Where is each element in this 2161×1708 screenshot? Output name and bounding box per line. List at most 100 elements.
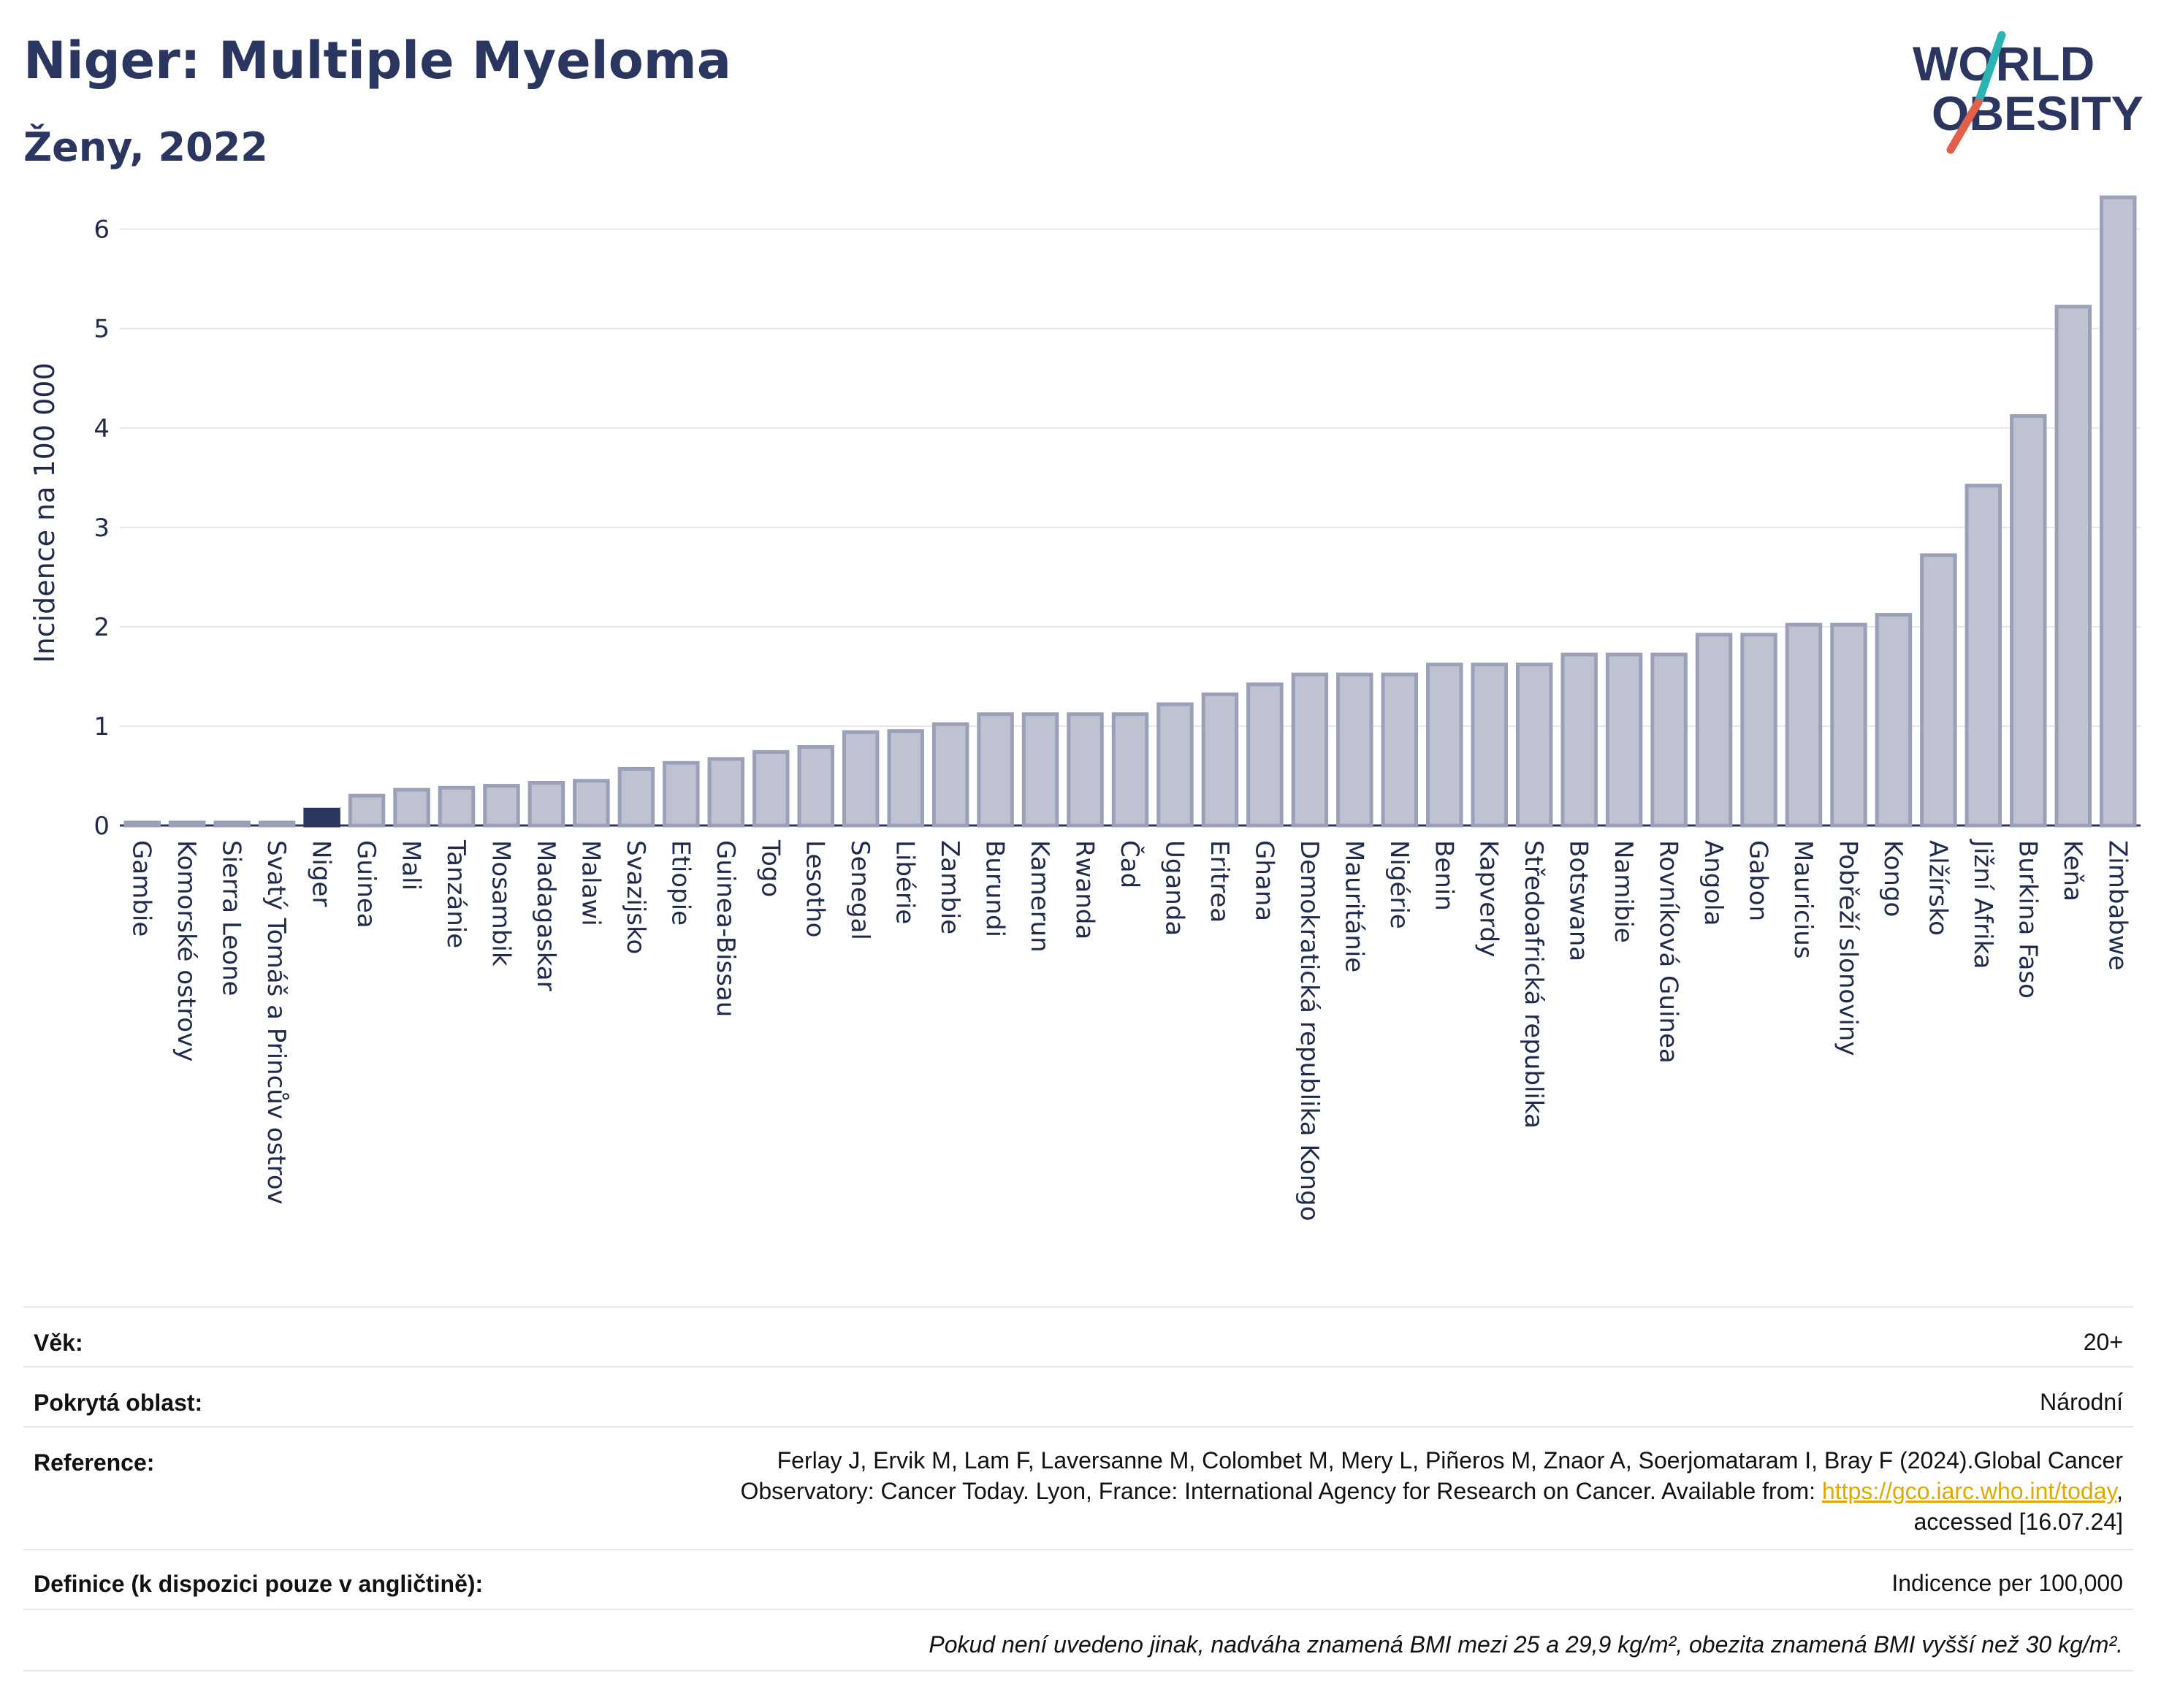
area-value: Národní [2040, 1389, 2123, 1415]
bar-33 [1605, 652, 1643, 828]
x-tick-label: Etiopie [666, 840, 695, 926]
x-tick-label: Gabon [1744, 840, 1773, 921]
y-tick-label: 4 [94, 414, 110, 443]
y-tick-label: 5 [94, 315, 110, 344]
bar-36 [1740, 633, 1777, 828]
bar-13 [707, 757, 745, 828]
bar-35 [1695, 633, 1733, 828]
x-tick-label: Niger [307, 840, 336, 907]
bar-27 [1336, 672, 1373, 828]
bar-40 [1920, 553, 1957, 828]
bar-23 [1156, 702, 1194, 828]
bar-18 [931, 722, 969, 828]
bar-37 [1785, 622, 1823, 828]
x-tick-label: Namibie [1609, 840, 1638, 943]
bar-0 [123, 820, 161, 828]
y-tick-label: 3 [94, 514, 110, 543]
bar-22 [1111, 712, 1149, 828]
x-tick-label: Nigérie [1384, 840, 1414, 929]
x-tick-label: Kapverdy [1474, 840, 1503, 957]
info-row-reference: Reference: Ferlay J, Ervik M, Lam F, Lav… [23, 1426, 2133, 1550]
x-tick-label: Benin [1429, 840, 1458, 911]
bar-19 [977, 712, 1014, 828]
x-tick-label: Guinea-Bissau [711, 840, 740, 1017]
bar-44 [2100, 195, 2137, 828]
x-tick-label: Pobřeží slonoviny [1833, 840, 1862, 1056]
x-tick-label: Mali [397, 840, 426, 891]
reference-line-2-suffix: , [2116, 1478, 2123, 1504]
x-tick-label: Ghana [1249, 840, 1278, 921]
y-tick-label: 2 [94, 613, 110, 642]
bar-29 [1426, 663, 1463, 828]
bar-7 [438, 785, 476, 828]
info-table: Věk: 20+ Pokrytá oblast: Národní Referen… [23, 1306, 2133, 1671]
reference-link[interactable]: https://gco.iarc.who.int/today [1821, 1478, 2117, 1504]
reference-label: Reference: [34, 1449, 155, 1476]
chart-subtitle: Ženy, 2022 [23, 124, 268, 170]
bars [123, 195, 2137, 828]
x-tick-label: Kongo [1878, 840, 1907, 917]
bar-41 [1964, 484, 2002, 828]
x-tick-label: Togo [755, 839, 785, 897]
logo-slash-red [1946, 98, 1983, 154]
bar-21 [1067, 712, 1104, 828]
y-tick-label: 6 [94, 216, 110, 245]
bar-3 [258, 820, 296, 828]
bar-17 [887, 729, 924, 828]
x-tick-label: Rovníková Guinea [1654, 840, 1683, 1064]
info-row-age: Věk: 20+ [23, 1306, 2133, 1368]
bar-20 [1021, 712, 1059, 828]
definition-label: Definice (k dispozici pouze v angličtině… [34, 1571, 484, 1597]
x-tick-label: Malawi [576, 840, 605, 926]
y-tick-label: 0 [94, 812, 110, 841]
reference-line-1: Ferlay J, Ervik M, Lam F, Laversanne M, … [777, 1447, 2123, 1473]
x-tick-label: Mauricius [1788, 840, 1818, 959]
bar-1 [168, 820, 206, 828]
logo-line1: WORLD [1913, 37, 2095, 91]
x-tick-label: Demokratická republika Kongo [1295, 840, 1324, 1221]
chart-title: Niger: Multiple Myeloma [23, 31, 731, 91]
bar-5 [348, 793, 386, 828]
x-tick-label: Komorské ostrovy [172, 840, 201, 1061]
x-tick-label: Guinea [351, 840, 381, 929]
reference-line-3: accessed [16.07.24] [1913, 1509, 2123, 1535]
bar-42 [2010, 413, 2047, 828]
x-tick-label: Rwanda [1070, 840, 1099, 939]
bar-24 [1201, 692, 1239, 828]
x-tick-label: Mauritánie [1339, 840, 1368, 972]
bar-10 [573, 779, 610, 828]
bar-11 [617, 766, 655, 828]
bar-16 [842, 730, 880, 828]
bar-34 [1650, 652, 1688, 828]
bar-43 [2054, 305, 2092, 828]
bar-9 [527, 780, 565, 828]
area-label: Pokrytá oblast: [34, 1389, 203, 1416]
x-tick-label: Alžírsko [1923, 840, 1952, 936]
reference-line-2-prefix: Observatory: Cancer Today. Lyon, France:… [740, 1478, 1822, 1504]
x-tick-label: Svazijsko [621, 840, 650, 954]
bar-8 [483, 784, 520, 828]
x-tick-label: Burundi [980, 840, 1010, 937]
x-tick-label: Čad [1115, 840, 1145, 888]
x-tick-label: Mosambik [486, 840, 515, 967]
bar-14 [752, 750, 790, 828]
bar-38 [1830, 622, 1867, 828]
footnote: Pokud není uvedeno jinak, nadváha znamen… [929, 1631, 2123, 1658]
x-tick-label: Lesotho [801, 840, 830, 937]
bar-25 [1246, 682, 1284, 828]
bar-6 [393, 788, 430, 828]
x-tick-label: Zimbabwe [2103, 840, 2132, 971]
bar-2 [213, 820, 251, 828]
x-tick-label: Kamerun [1025, 840, 1054, 953]
logo-slash-teal [1974, 31, 2006, 107]
logo-line2: OBESITY [1932, 86, 2143, 140]
world-obesity-logo: WORLD OBESITY [1913, 31, 2143, 154]
reference-line-2: Observatory: Cancer Today. Lyon, France:… [370, 1476, 2123, 1506]
bar-4 [303, 807, 340, 828]
tick-labels: 0 1 2 3 4 5 6 Gambie Komorské ostrovy Sierra Leon… [94, 216, 2132, 1221]
x-tick-label: Botswana [1564, 840, 1593, 961]
bar-32 [1560, 652, 1598, 828]
y-tick-label: 1 [94, 712, 110, 741]
bar-12 [663, 760, 700, 828]
x-tick-label: Angola [1699, 840, 1728, 926]
